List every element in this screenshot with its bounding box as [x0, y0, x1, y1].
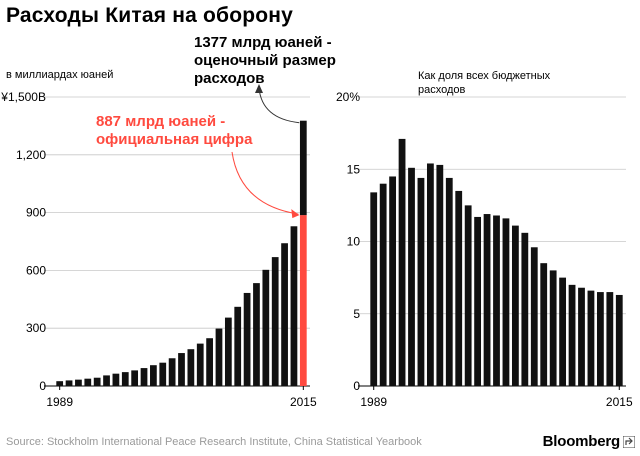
- bar: [521, 232, 529, 386]
- right-axis-subtitle: Как доля всех бюджетных расходов: [418, 70, 551, 96]
- y-tick-label: 10: [347, 235, 361, 249]
- y-tick-label: 600: [26, 263, 46, 277]
- y-tick-label: 15: [347, 162, 361, 176]
- bar: [271, 257, 279, 386]
- bar: [426, 163, 434, 386]
- bar: [290, 226, 298, 386]
- chart-title: Расходы Китая на оборону: [6, 4, 294, 27]
- x-tick-label: 2015: [606, 395, 633, 409]
- bar: [159, 362, 167, 386]
- left-axis-subtitle: в миллиардах юаней: [6, 69, 114, 81]
- bar: [474, 216, 482, 386]
- x-tick-label: 1989: [46, 395, 73, 409]
- bar: [549, 270, 557, 386]
- y-tick-label: 0: [353, 379, 360, 393]
- source-note: Source: Stockholm International Peace Re…: [6, 436, 422, 448]
- bar: [445, 177, 453, 386]
- bar: [103, 375, 110, 386]
- bar: [483, 214, 491, 386]
- bar: [234, 306, 242, 386]
- bar-estimate-extra-2015: [299, 120, 307, 216]
- bar: [493, 215, 500, 386]
- bar: [596, 292, 604, 386]
- bar: [417, 177, 425, 386]
- bar: [379, 183, 387, 386]
- bar: [606, 292, 614, 386]
- bar-official-2015: [299, 215, 307, 386]
- bar: [455, 190, 463, 386]
- share-icon: [623, 436, 635, 448]
- bar: [196, 343, 204, 386]
- bar: [511, 225, 519, 386]
- y-tick-label: 0: [39, 379, 46, 393]
- bar: [408, 167, 415, 386]
- bar: [502, 218, 510, 386]
- official-annotation: 887 млрд юаней - официальная цифра: [96, 113, 253, 148]
- bar: [559, 277, 567, 386]
- bloomberg-logo: Bloomberg: [542, 433, 621, 450]
- y-tick-label: 20%: [336, 90, 360, 104]
- x-tick-label: 2015: [290, 395, 317, 409]
- bar: [75, 379, 82, 386]
- y-tick-label: 5: [353, 307, 360, 321]
- estimate-annotation: 1377 млрд юаней - оценочный размер расхо…: [194, 34, 336, 87]
- y-tick-label: 900: [26, 206, 46, 220]
- y-tick-label: 1,200: [16, 148, 46, 162]
- official-arrow: [231, 151, 299, 215]
- bar: [370, 192, 378, 386]
- bar: [436, 164, 444, 386]
- bar: [178, 353, 185, 386]
- bar: [168, 358, 176, 386]
- bar: [281, 243, 288, 386]
- estimate-arrowhead: [255, 84, 263, 93]
- bar: [262, 269, 270, 386]
- bar: [56, 381, 64, 386]
- bar: [112, 373, 120, 386]
- bar: [464, 205, 472, 386]
- y-tick-label: ¥1,500B: [0, 90, 46, 104]
- bar: [578, 287, 585, 386]
- bar: [215, 328, 223, 386]
- bar: [65, 380, 73, 386]
- bar: [140, 368, 148, 386]
- bar: [224, 317, 232, 386]
- bar: [187, 349, 195, 386]
- y-tick-label: 300: [26, 321, 46, 335]
- bar: [243, 292, 251, 386]
- bar: [568, 284, 576, 386]
- bar: [93, 377, 101, 386]
- bar: [121, 372, 129, 386]
- bar: [389, 176, 397, 386]
- bar: [615, 294, 623, 386]
- bar: [84, 378, 92, 386]
- bar: [253, 283, 260, 386]
- bar: [150, 365, 157, 386]
- bar: [206, 338, 213, 386]
- bar: [540, 263, 548, 386]
- bar: [398, 138, 406, 386]
- bar: [530, 247, 538, 386]
- bar: [587, 290, 595, 386]
- x-tick-label: 1989: [360, 395, 387, 409]
- bar: [131, 370, 139, 386]
- official-arrowhead: [291, 209, 300, 219]
